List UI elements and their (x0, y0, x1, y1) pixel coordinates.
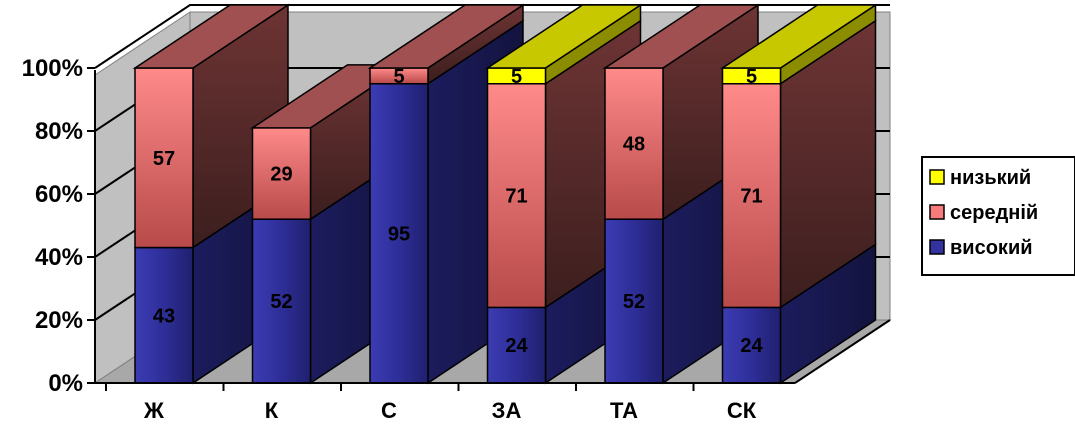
gridline (94, 4, 890, 69)
y-tick-label: 20% (35, 307, 83, 334)
bar-segment (721, 83, 782, 309)
bar-top (132, 4, 291, 69)
data-label: 5 (393, 66, 404, 88)
y-ticks: 0% 20% 40% 60% 80% 100% (22, 55, 95, 397)
data-label: 95 (388, 223, 410, 245)
data-label: 48 (623, 134, 645, 156)
x-labels: Ж К С ЗА ТА СК (105, 383, 757, 423)
bar-segment (134, 67, 194, 249)
legend-swatch (929, 239, 945, 255)
data-label: 5 (746, 66, 757, 88)
floor-edge (794, 319, 891, 384)
bars: 43 57 52 29 95 5 24 71 5 52 48 24 71 5 (132, 3, 878, 385)
bar-segment (251, 218, 312, 384)
bar-top (485, 4, 643, 69)
x-tick-label: С (381, 398, 397, 423)
data-label: 24 (740, 335, 763, 357)
data-label: 71 (740, 186, 762, 208)
x-tick-label: СК (727, 398, 757, 423)
x-tick-label: Ж (143, 398, 164, 423)
y-tick-label: 40% (35, 244, 83, 271)
y-tick-label: 100% (22, 55, 83, 82)
bar-segment (369, 83, 429, 384)
x-tick-label: ЗА (492, 398, 522, 423)
legend: низький середній високий (921, 156, 1075, 276)
bar-segment (721, 306, 782, 384)
legend-label: високий (950, 237, 1033, 259)
data-label: 29 (270, 164, 292, 186)
y-tick-label: 0% (48, 370, 83, 397)
y-tick-label: 80% (35, 118, 83, 145)
legend-box (921, 156, 1075, 276)
bar-stack: 24 71 5 (720, 3, 878, 385)
data-label: 5 (511, 66, 522, 88)
bar-segment (251, 127, 312, 220)
y-tick-label: 60% (35, 181, 83, 208)
bar-segment (486, 306, 547, 384)
legend-swatch (929, 204, 945, 220)
bar-top (602, 4, 761, 69)
x-tick-label: ТА (610, 398, 638, 423)
data-label: 52 (270, 291, 292, 313)
bar-top (720, 4, 878, 69)
bar-segment (486, 83, 547, 309)
legend-label: середній (950, 202, 1038, 224)
data-label: 52 (623, 291, 645, 313)
bar-segment (604, 218, 664, 384)
data-label: 57 (153, 148, 175, 170)
legend-swatch (929, 169, 945, 185)
data-label: 71 (505, 186, 527, 208)
bar-top (367, 4, 526, 69)
bar-segment (604, 67, 664, 220)
legend-label: низький (950, 167, 1031, 189)
data-label: 24 (505, 335, 528, 357)
data-label: 43 (153, 305, 175, 327)
bar-segment (134, 246, 194, 384)
x-tick-label: К (265, 398, 279, 423)
